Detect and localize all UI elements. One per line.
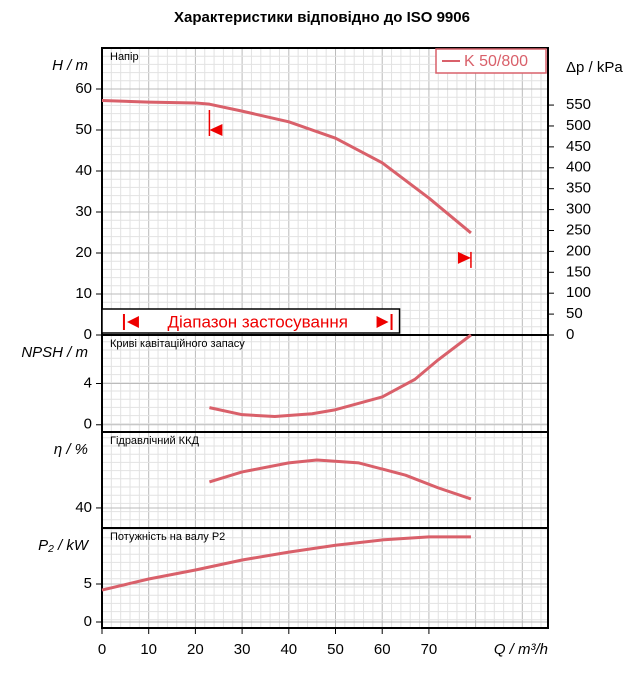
- range-arrow: [126, 316, 139, 328]
- range-marker: [457, 251, 471, 264]
- x-tick-label: 0: [98, 641, 106, 658]
- y2-tick-label: 200: [566, 242, 591, 259]
- y-tick-label: 0: [84, 613, 92, 630]
- y-axis-label: η / %: [54, 441, 88, 458]
- series-line: [101, 98, 472, 235]
- y2-tick-label: 450: [566, 138, 591, 155]
- y2-tick-label: 100: [566, 284, 591, 301]
- y-tick-label: 0: [84, 416, 92, 433]
- chart-title: Характеристики відповідно до ISO 9906: [174, 9, 470, 26]
- series-line: [208, 458, 472, 501]
- x-tick-label: 40: [280, 641, 297, 658]
- y2-tick-label: 500: [566, 117, 591, 134]
- y-axis-label: NPSH / m: [21, 344, 88, 361]
- series-line: [209, 333, 472, 419]
- x-tick-label: 50: [327, 641, 344, 658]
- y-tick-label: 30: [75, 203, 92, 220]
- range-marker: [209, 124, 223, 136]
- panel-label: Криві кавітаційного запасу: [110, 338, 245, 350]
- y2-tick-label: 50: [566, 305, 583, 322]
- panel-label: Напір: [110, 51, 139, 63]
- legend-label: K 50/800: [464, 53, 528, 70]
- y2-tick-label: 250: [566, 221, 591, 238]
- range-arrow: [376, 316, 389, 328]
- y2-tick-label: 0: [566, 326, 574, 343]
- range-box: [101, 308, 401, 334]
- x-tick-label: 20: [187, 641, 204, 658]
- y-tick-label: 10: [75, 285, 92, 302]
- y2-tick-label: 350: [566, 180, 591, 197]
- y-tick-label: 50: [75, 121, 92, 138]
- panel-frame: [101, 527, 549, 629]
- range-label: Діапазон застосування: [168, 312, 348, 331]
- y2-tick-label: 550: [566, 96, 591, 113]
- x-tick-label: 60: [374, 641, 391, 658]
- series-line: [101, 535, 471, 592]
- x-tick-label: 30: [234, 641, 251, 658]
- panel-label: Гідравлічний ККД: [110, 435, 199, 447]
- panel-label: Потужність на валу P2: [110, 531, 225, 543]
- y-axis-label: H / m: [52, 57, 88, 74]
- x-axis-label: Q / m³/h: [494, 641, 548, 658]
- y-tick-label: 0: [84, 326, 92, 343]
- panel-frame: [101, 47, 549, 336]
- y-tick-label: 40: [75, 162, 92, 179]
- y-tick-label: 5: [84, 575, 92, 592]
- y-tick-label: 20: [75, 244, 92, 261]
- y2-tick-label: 400: [566, 159, 591, 176]
- x-tick-label: 70: [421, 641, 438, 658]
- y2-axis-label: Δp / kPa: [566, 59, 623, 76]
- y-tick-label: 4: [84, 374, 92, 391]
- x-tick-label: 10: [140, 641, 157, 658]
- y2-tick-label: 300: [566, 201, 591, 218]
- y2-tick-label: 150: [566, 263, 591, 280]
- y-tick-label: 40: [75, 499, 92, 516]
- y-tick-label: 60: [75, 80, 92, 97]
- y-axis-label: P₂ / kW: [38, 537, 90, 554]
